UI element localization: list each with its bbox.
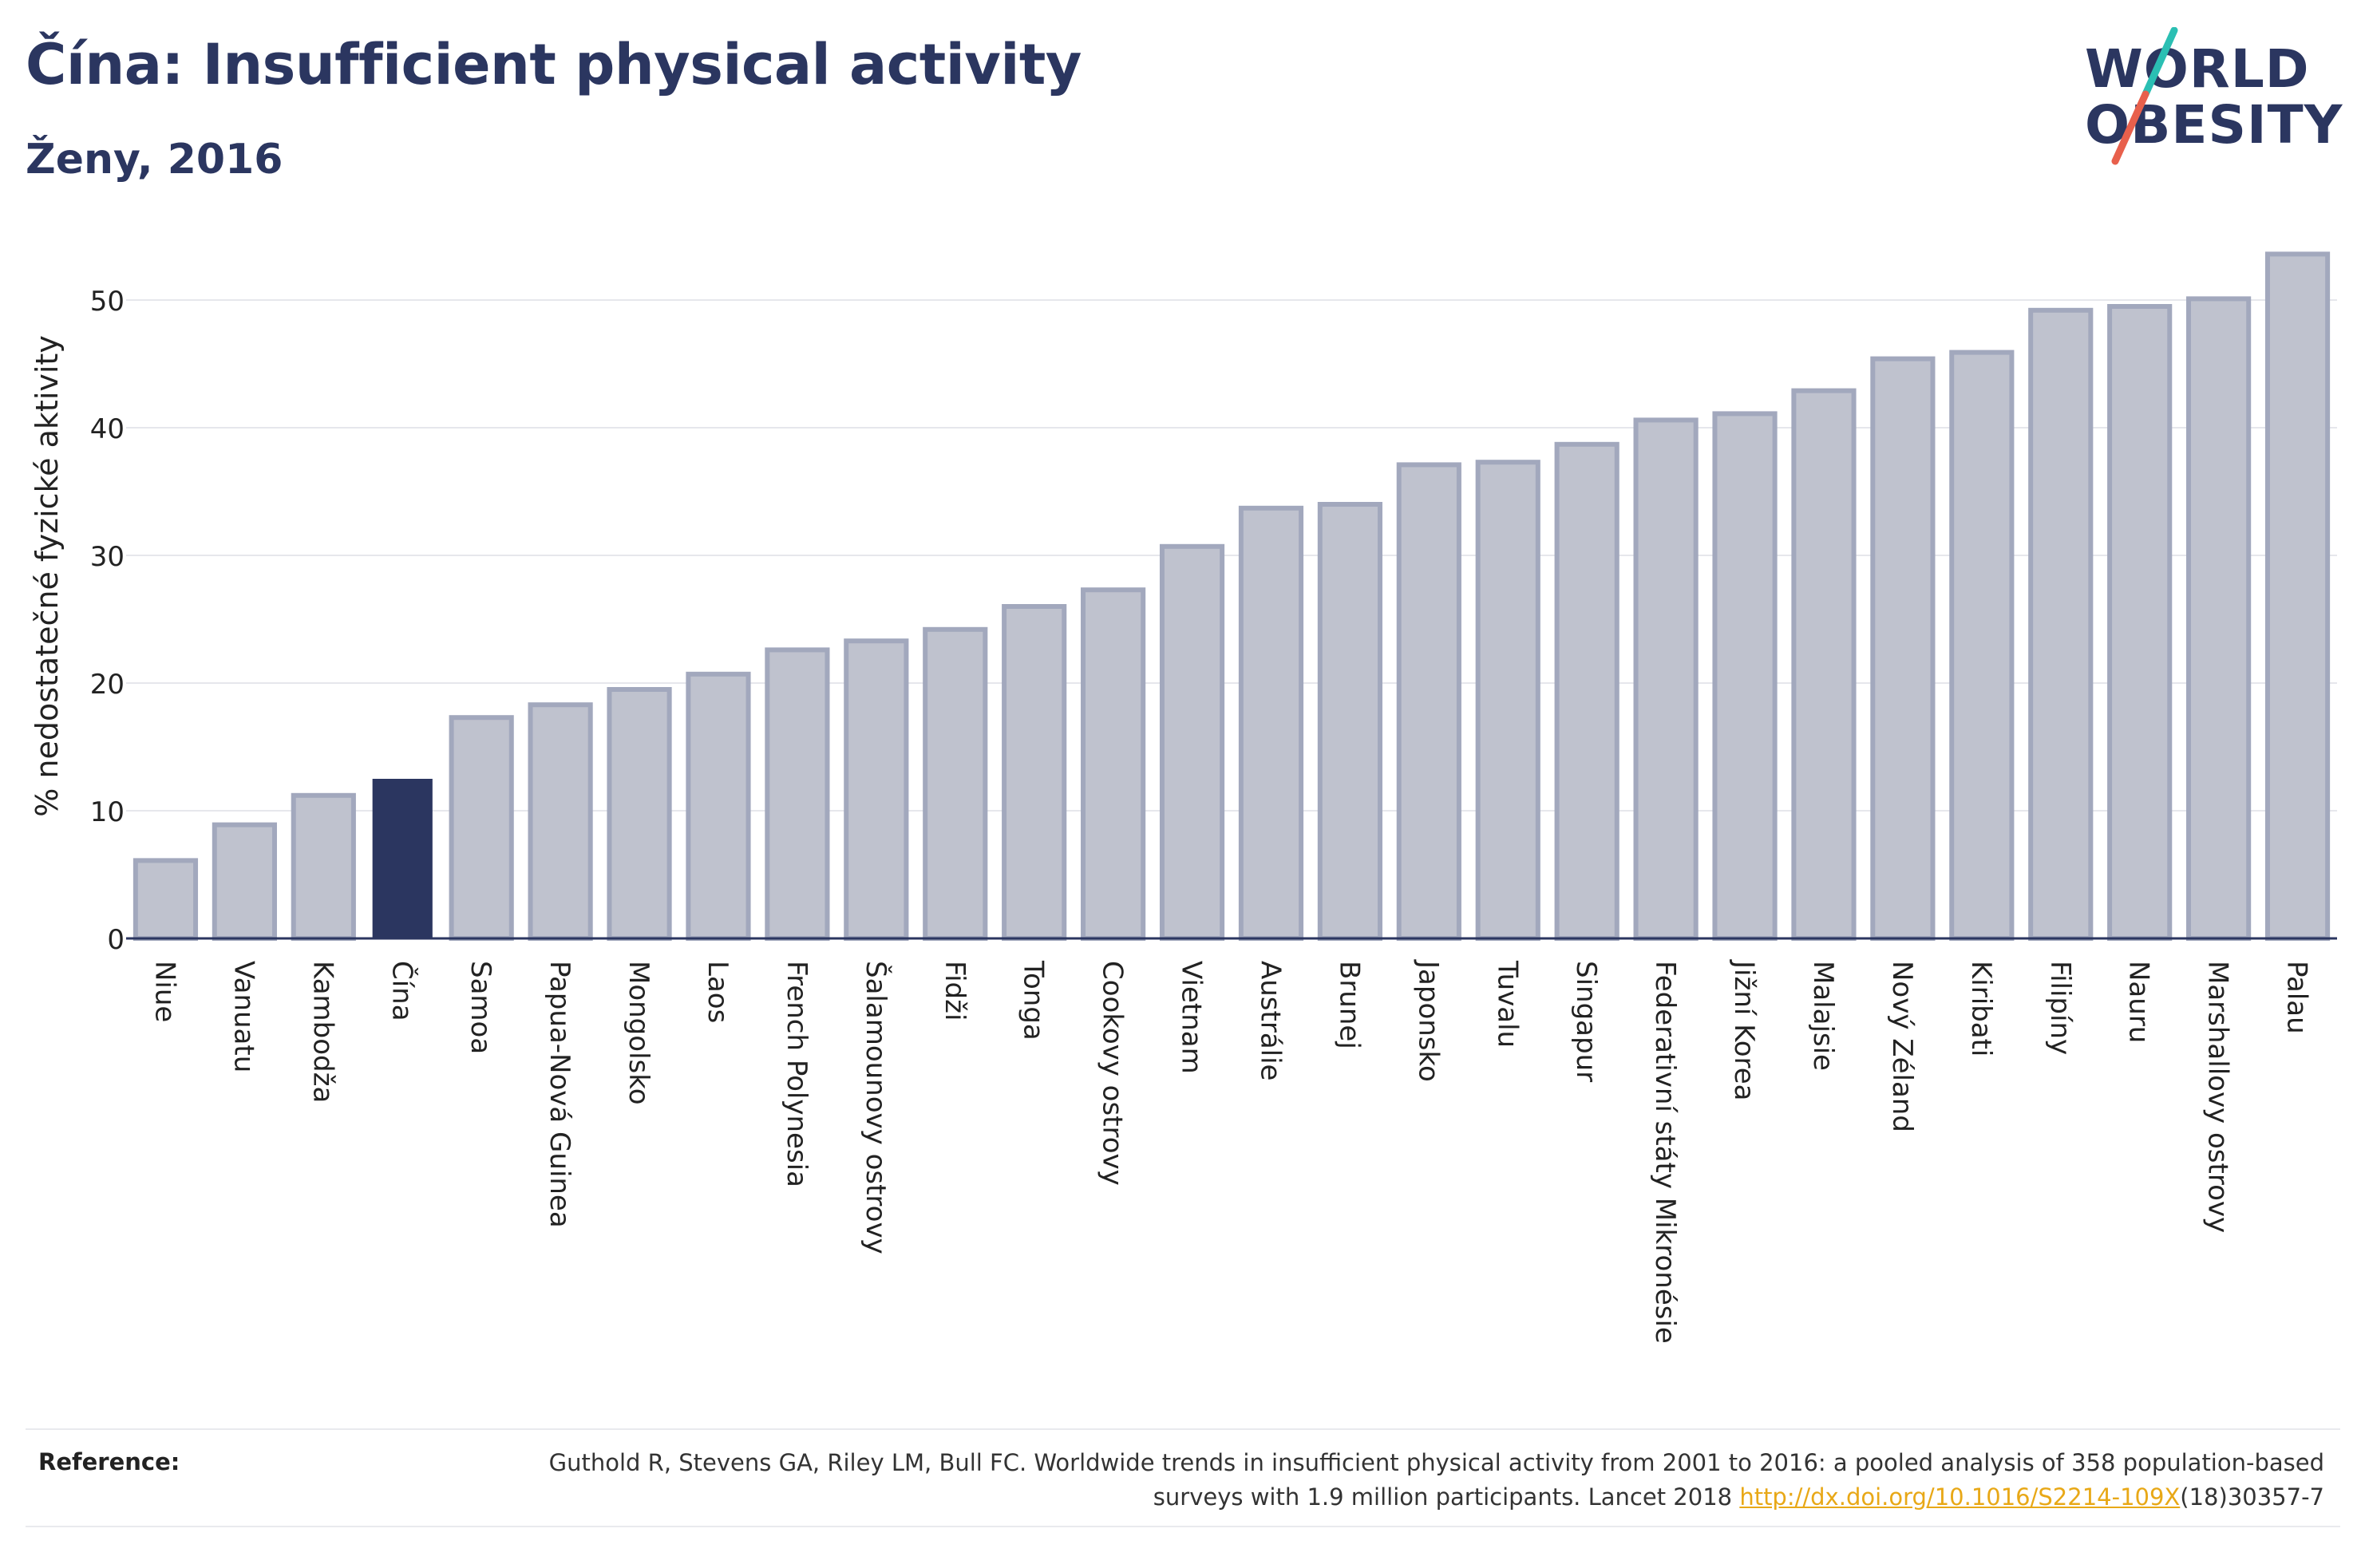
bar: [765, 647, 830, 942]
logo-slash-icon: [2111, 27, 2178, 165]
x-tick-label: Jižní Korea: [1728, 959, 1760, 1101]
x-tick-label: Fidži: [939, 961, 971, 1021]
y-tick-label: 30: [90, 541, 125, 573]
reference-divider-bottom: [26, 1526, 2340, 1527]
bar: [1317, 502, 1382, 941]
x-tick-label: Vietnam: [1176, 961, 1208, 1074]
y-tick-label: 40: [90, 413, 125, 445]
x-tick-label: Federativní státy Mikronésie: [1649, 961, 1681, 1344]
y-tick-label: 0: [107, 924, 125, 956]
bar: [2264, 251, 2331, 941]
bars: [132, 251, 2331, 942]
y-tick-label: 20: [90, 669, 125, 701]
x-tick-label: Kambodža: [306, 961, 338, 1103]
x-tick-label: Laos: [702, 961, 734, 1023]
bar: [1238, 505, 1304, 941]
bar: [844, 638, 909, 941]
x-tick-label: Niue: [148, 961, 180, 1022]
bar: [607, 687, 672, 941]
x-tick-label: Samoa: [465, 961, 496, 1054]
x-tick-label: Čína: [386, 961, 418, 1021]
bar: [1712, 411, 1778, 941]
reference-text: Guthold R, Stevens GA, Riley LM, Bull FC…: [488, 1446, 2324, 1515]
bar-chart: 0 10 20 30 40 50 Niue Vanuatu Kambodža Čína Samoa P…: [30, 251, 2337, 1344]
x-tick-label: Brunej: [1333, 961, 1365, 1049]
bar: [1396, 462, 1461, 941]
bar: [1791, 388, 1857, 942]
bar-highlight: [372, 779, 433, 938]
bar: [923, 626, 988, 941]
bar: [1633, 417, 1699, 941]
bar: [2028, 307, 2094, 941]
x-tick-label: French Polynesia: [781, 961, 813, 1187]
y-tick-label: 50: [90, 286, 125, 318]
bar: [1475, 460, 1540, 941]
x-tick-label: Nový Zéland: [1886, 961, 1918, 1132]
bar: [2107, 304, 2173, 941]
reference-citation-suffix: (18)30357-7: [2180, 1483, 2324, 1511]
bar: [1870, 356, 1936, 942]
bar: [686, 671, 751, 941]
bar: [212, 822, 277, 941]
bar: [1949, 350, 2015, 942]
x-tick-label: Nauru: [2123, 961, 2155, 1043]
chart-subtitle: Ženy, 2016: [26, 136, 283, 184]
chart-title: Čína: Insufficient physical activity: [26, 32, 1082, 97]
x-tick-label: Papua-Nová Guinea: [544, 961, 575, 1228]
bar: [291, 792, 356, 941]
x-tick-label: Cookovy ostrovy: [1097, 961, 1129, 1186]
x-tick-label: Malajsie: [1807, 961, 1839, 1071]
logo-line-1: WORLD: [2085, 38, 2310, 100]
x-tick-label: Singapur: [1570, 961, 1602, 1082]
x-tick-label: Marshallovy ostrovy: [2202, 961, 2234, 1233]
axes: 0 10 20 30 40 50 Niue Vanuatu Kambodža Čína Samoa P…: [90, 286, 2337, 1344]
x-tick-label: Vanuatu: [227, 961, 259, 1072]
world-obesity-logo: WORLD OBESITY: [2075, 24, 2347, 168]
reference-label: Reference:: [38, 1448, 180, 1475]
x-tick-label: Šalamounovy ostrovy: [860, 961, 892, 1254]
bar: [1002, 604, 1067, 941]
x-tick-label: Kiribati: [1965, 961, 1997, 1057]
bar: [528, 702, 593, 941]
y-axis-label: % nedostatečné fyzické aktivity: [30, 335, 65, 817]
x-tick-label: Japonsko: [1412, 959, 1444, 1082]
x-tick-label: Tuvalu: [1491, 960, 1523, 1048]
bar: [2186, 296, 2252, 941]
bar: [1554, 441, 1619, 941]
reference-doi-link[interactable]: http://dx.doi.org/10.1016/S2214-109X: [1739, 1483, 2181, 1511]
x-tick-label: Mongolsko: [623, 961, 655, 1105]
x-tick-label: Filipíny: [2044, 961, 2076, 1055]
y-tick-label: 10: [90, 796, 125, 828]
bar: [1159, 543, 1225, 941]
bar: [449, 715, 514, 941]
bar: [132, 858, 199, 942]
reference-citation: Guthold R, Stevens GA, Riley LM, Bull FC…: [548, 1449, 2324, 1511]
bar: [1081, 587, 1146, 941]
reference-divider-top: [26, 1428, 2340, 1430]
x-tick-label: Palau: [2281, 961, 2313, 1034]
x-tick-label: Tonga: [1018, 960, 1050, 1041]
x-tick-label: Austrálie: [1254, 961, 1286, 1080]
